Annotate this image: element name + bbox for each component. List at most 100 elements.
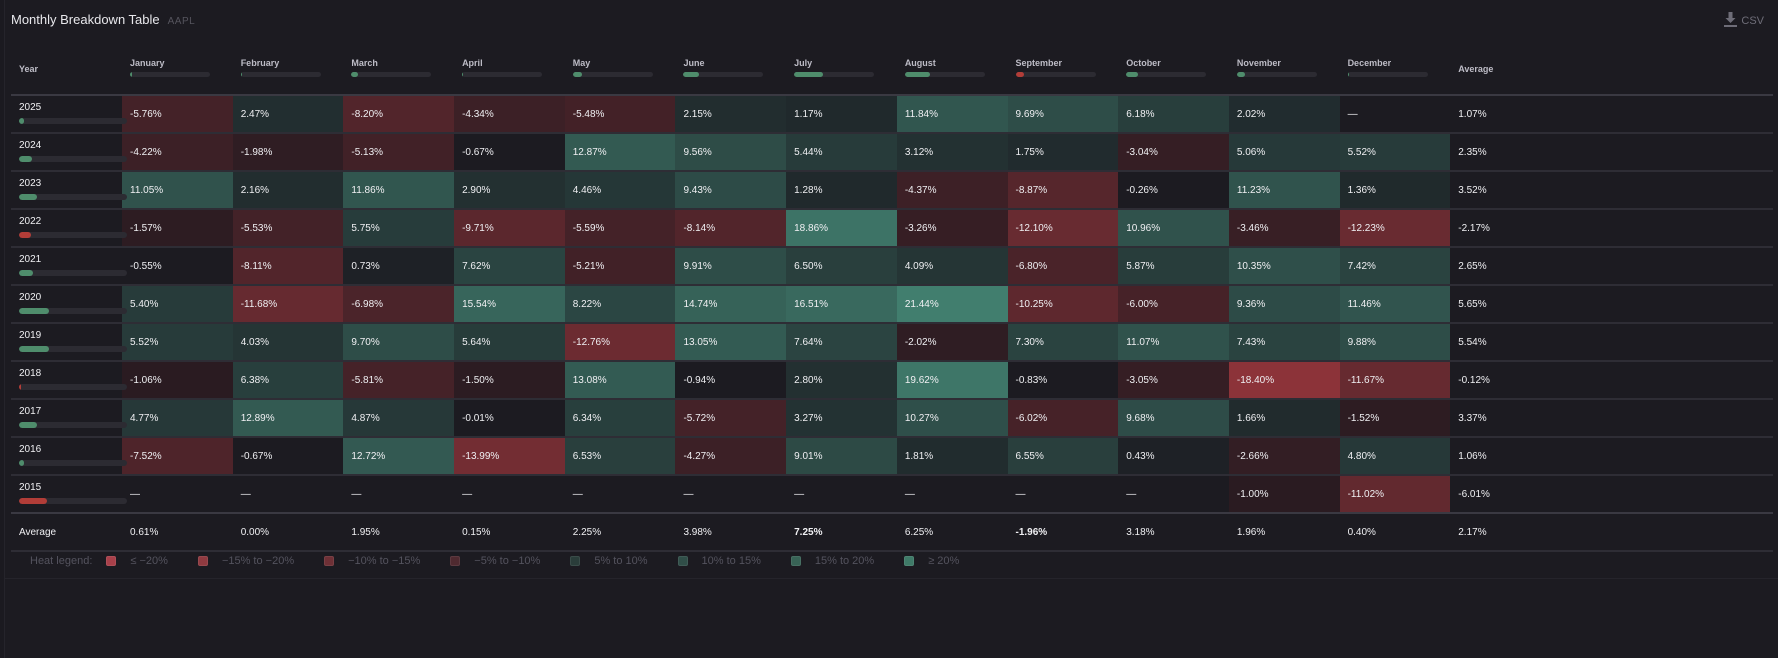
- month-return-cell: 5.40%: [122, 285, 233, 323]
- year-label: 2015: [19, 482, 42, 493]
- column-header-average[interactable]: Average: [1458, 64, 1494, 74]
- column-header-october[interactable]: October: [1118, 44, 1229, 95]
- month-return-cell: -5.13%: [343, 133, 455, 171]
- month-return-cell: -4.37%: [896, 171, 1008, 209]
- column-header-december[interactable]: December: [1340, 44, 1451, 95]
- month-return-cell: 12.72%: [343, 437, 455, 475]
- year-progress-bar: [19, 346, 127, 352]
- month-progress-fill: [1347, 72, 1350, 77]
- month-progress-bar: [240, 72, 321, 77]
- table-row: 2023 11.05% 2.16% 11.86% 2.90% 4.46% 9.43% 1.28…: [11, 171, 1773, 209]
- year-cell: 2020: [11, 285, 127, 323]
- column-header-label: October: [1126, 58, 1161, 68]
- column-header-label: January: [130, 58, 165, 68]
- legend-swatch: [197, 556, 208, 566]
- month-return-cell: 21.44%: [896, 285, 1008, 323]
- month-return-cell: 18.86%: [786, 209, 897, 247]
- month-return-cell: —: [1347, 108, 1358, 120]
- year-progress-fill: [19, 422, 38, 428]
- csv-download-button[interactable]: CSV: [1724, 12, 1764, 30]
- column-header-august[interactable]: August: [897, 44, 1008, 95]
- month-return-cell: -6.02%: [1007, 399, 1119, 437]
- month-return-cell: —: [794, 488, 805, 500]
- column-header-june[interactable]: June: [675, 44, 786, 95]
- month-return-cell: -5.59%: [564, 209, 676, 247]
- month-return-cell: -1.00%: [1228, 475, 1340, 513]
- month-average-cell: -1.96%: [1007, 513, 1119, 551]
- column-header-july[interactable]: July: [786, 44, 897, 95]
- month-return-cell: —: [351, 488, 362, 500]
- month-return-cell: -12.76%: [564, 323, 676, 361]
- year-label: 2016: [19, 444, 42, 455]
- month-return-cell: -9.71%: [454, 209, 565, 247]
- year-average-cell: 2.35%: [1458, 146, 1487, 158]
- month-return-cell: -1.50%: [454, 361, 565, 399]
- month-return-cell: 11.86%: [343, 171, 455, 209]
- table-row: 2017 4.77% 12.89% 4.87% -0.01% 6.34% -5.72% 3.2…: [11, 399, 1773, 437]
- month-return-cell: 15.54%: [454, 285, 565, 323]
- month-progress-fill: [794, 72, 823, 77]
- column-header-label: March: [351, 58, 378, 68]
- column-header-february[interactable]: February: [233, 44, 344, 95]
- month-progress-fill: [240, 72, 242, 77]
- month-return-cell: -8.14%: [675, 209, 787, 247]
- month-return-cell: 16.51%: [786, 285, 897, 323]
- month-return-cell: -12.10%: [1007, 209, 1119, 247]
- column-header-label: September: [1015, 58, 1063, 68]
- year-cell: 2015: [11, 475, 127, 513]
- month-return-cell: 14.74%: [675, 285, 787, 323]
- column-header-may[interactable]: May: [565, 44, 676, 95]
- month-return-cell: 5.44%: [786, 133, 897, 171]
- month-return-cell: 12.87%: [564, 133, 676, 171]
- month-progress-bar: [794, 72, 875, 77]
- year-cell: 2021: [11, 247, 127, 285]
- month-return-cell: -13.99%: [454, 437, 565, 475]
- legend-item: 15% to 20%: [790, 555, 874, 567]
- legend-item-label: ≥ 20%: [928, 555, 960, 567]
- month-progress-bar: [130, 72, 210, 77]
- year-progress-bar: [19, 118, 127, 124]
- year-progress-bar: [19, 232, 127, 238]
- month-return-cell: —: [1015, 488, 1026, 500]
- panel-title: Monthly Breakdown Table: [11, 12, 160, 27]
- year-label: 2017: [19, 406, 42, 417]
- year-cell: 2024: [11, 133, 127, 171]
- column-header-september[interactable]: September: [1008, 44, 1119, 95]
- year-average-cell: 3.37%: [1458, 412, 1487, 424]
- month-return-cell: 8.22%: [564, 285, 676, 323]
- month-return-cell: -5.21%: [564, 247, 676, 285]
- month-return-cell: -10.25%: [1007, 285, 1119, 323]
- month-return-cell: 2.47%: [232, 95, 344, 133]
- month-return-cell: 4.03%: [232, 323, 344, 361]
- month-progress-bar: [1236, 72, 1317, 77]
- month-return-cell: 7.62%: [454, 247, 565, 285]
- legend-item: 5% to 10%: [570, 555, 648, 567]
- month-average-cell: 3.98%: [675, 513, 787, 551]
- download-icon: [1724, 12, 1738, 30]
- month-progress-bar: [351, 72, 432, 77]
- month-return-cell: 4.46%: [564, 171, 676, 209]
- month-return-cell: 11.23%: [1228, 171, 1340, 209]
- month-return-cell: 4.77%: [122, 399, 233, 437]
- month-return-cell: 10.27%: [896, 399, 1008, 437]
- column-header-march[interactable]: March: [343, 44, 454, 95]
- month-return-cell: -5.53%: [232, 209, 344, 247]
- column-header-november[interactable]: November: [1229, 44, 1340, 95]
- year-average-cell: 5.54%: [1458, 336, 1487, 348]
- month-return-cell: -0.67%: [232, 437, 344, 475]
- year-label: 2021: [19, 254, 42, 265]
- month-return-cell: 9.01%: [786, 437, 897, 475]
- month-progress-bar: [904, 72, 985, 77]
- month-return-cell: 5.87%: [1118, 247, 1229, 285]
- column-header-january[interactable]: January: [122, 44, 233, 95]
- month-progress-bar: [572, 72, 653, 77]
- year-cell: 2023: [11, 171, 127, 209]
- month-return-cell: -0.55%: [122, 247, 233, 285]
- month-return-cell: -5.81%: [343, 361, 455, 399]
- month-return-cell: 19.62%: [896, 361, 1008, 399]
- month-average-cell: 0.40%: [1339, 513, 1451, 551]
- column-header-year[interactable]: Year: [19, 64, 39, 74]
- month-progress-fill: [130, 72, 132, 77]
- month-return-cell: -5.48%: [564, 95, 676, 133]
- column-header-april[interactable]: April: [454, 44, 565, 95]
